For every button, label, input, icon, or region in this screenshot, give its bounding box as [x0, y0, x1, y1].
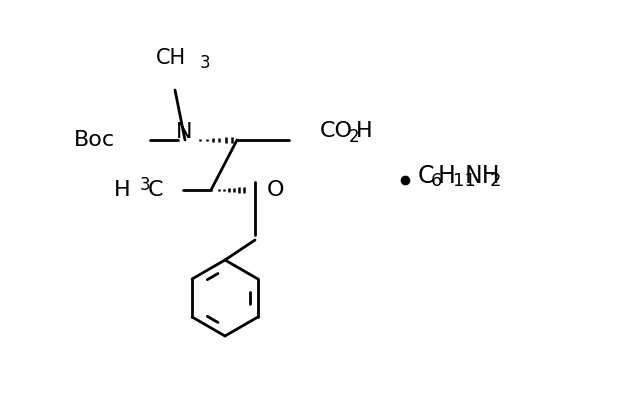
Text: NH: NH	[465, 164, 501, 188]
Text: H: H	[113, 180, 130, 200]
Text: H: H	[438, 164, 456, 188]
Text: C: C	[418, 164, 435, 188]
Text: 2: 2	[490, 172, 501, 190]
Text: O: O	[267, 180, 284, 200]
Text: H: H	[356, 121, 373, 141]
Text: N: N	[176, 122, 192, 142]
Text: CH: CH	[156, 48, 186, 68]
Text: 3: 3	[140, 176, 151, 194]
Text: CO: CO	[320, 121, 353, 141]
Text: Boc: Boc	[74, 130, 115, 150]
Text: 2: 2	[349, 128, 360, 146]
Text: 3: 3	[200, 54, 211, 72]
Text: C: C	[148, 180, 164, 200]
Text: 11: 11	[453, 172, 476, 190]
Text: 6: 6	[431, 172, 442, 190]
